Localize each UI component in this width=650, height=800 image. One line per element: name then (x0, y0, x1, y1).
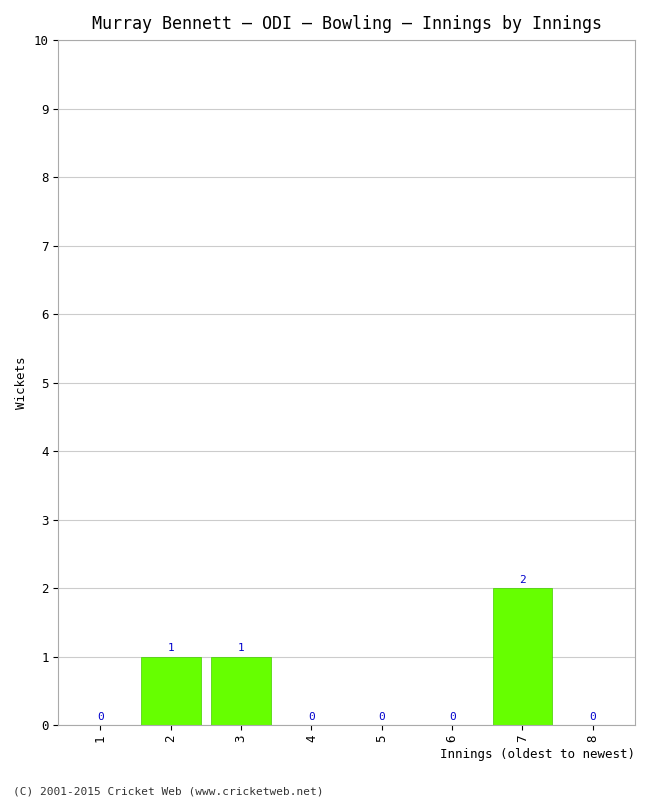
Y-axis label: Wickets: Wickets (15, 357, 28, 409)
Text: 0: 0 (378, 712, 385, 722)
Text: 0: 0 (448, 712, 456, 722)
Text: 1: 1 (168, 643, 174, 654)
Bar (493, 588, 552, 726)
Title: Murray Bennett – ODI – Bowling – Innings by Innings: Murray Bennett – ODI – Bowling – Innings… (92, 15, 602, 33)
Text: (C) 2001-2015 Cricket Web (www.cricketweb.net): (C) 2001-2015 Cricket Web (www.cricketwe… (13, 786, 324, 796)
Text: 0: 0 (97, 712, 104, 722)
Text: 0: 0 (308, 712, 315, 722)
X-axis label: Innings (oldest to newest): Innings (oldest to newest) (440, 748, 635, 761)
Text: 1: 1 (238, 643, 244, 654)
Text: 2: 2 (519, 574, 526, 585)
Bar (211, 657, 271, 726)
Bar (141, 657, 201, 726)
Text: 0: 0 (590, 712, 596, 722)
